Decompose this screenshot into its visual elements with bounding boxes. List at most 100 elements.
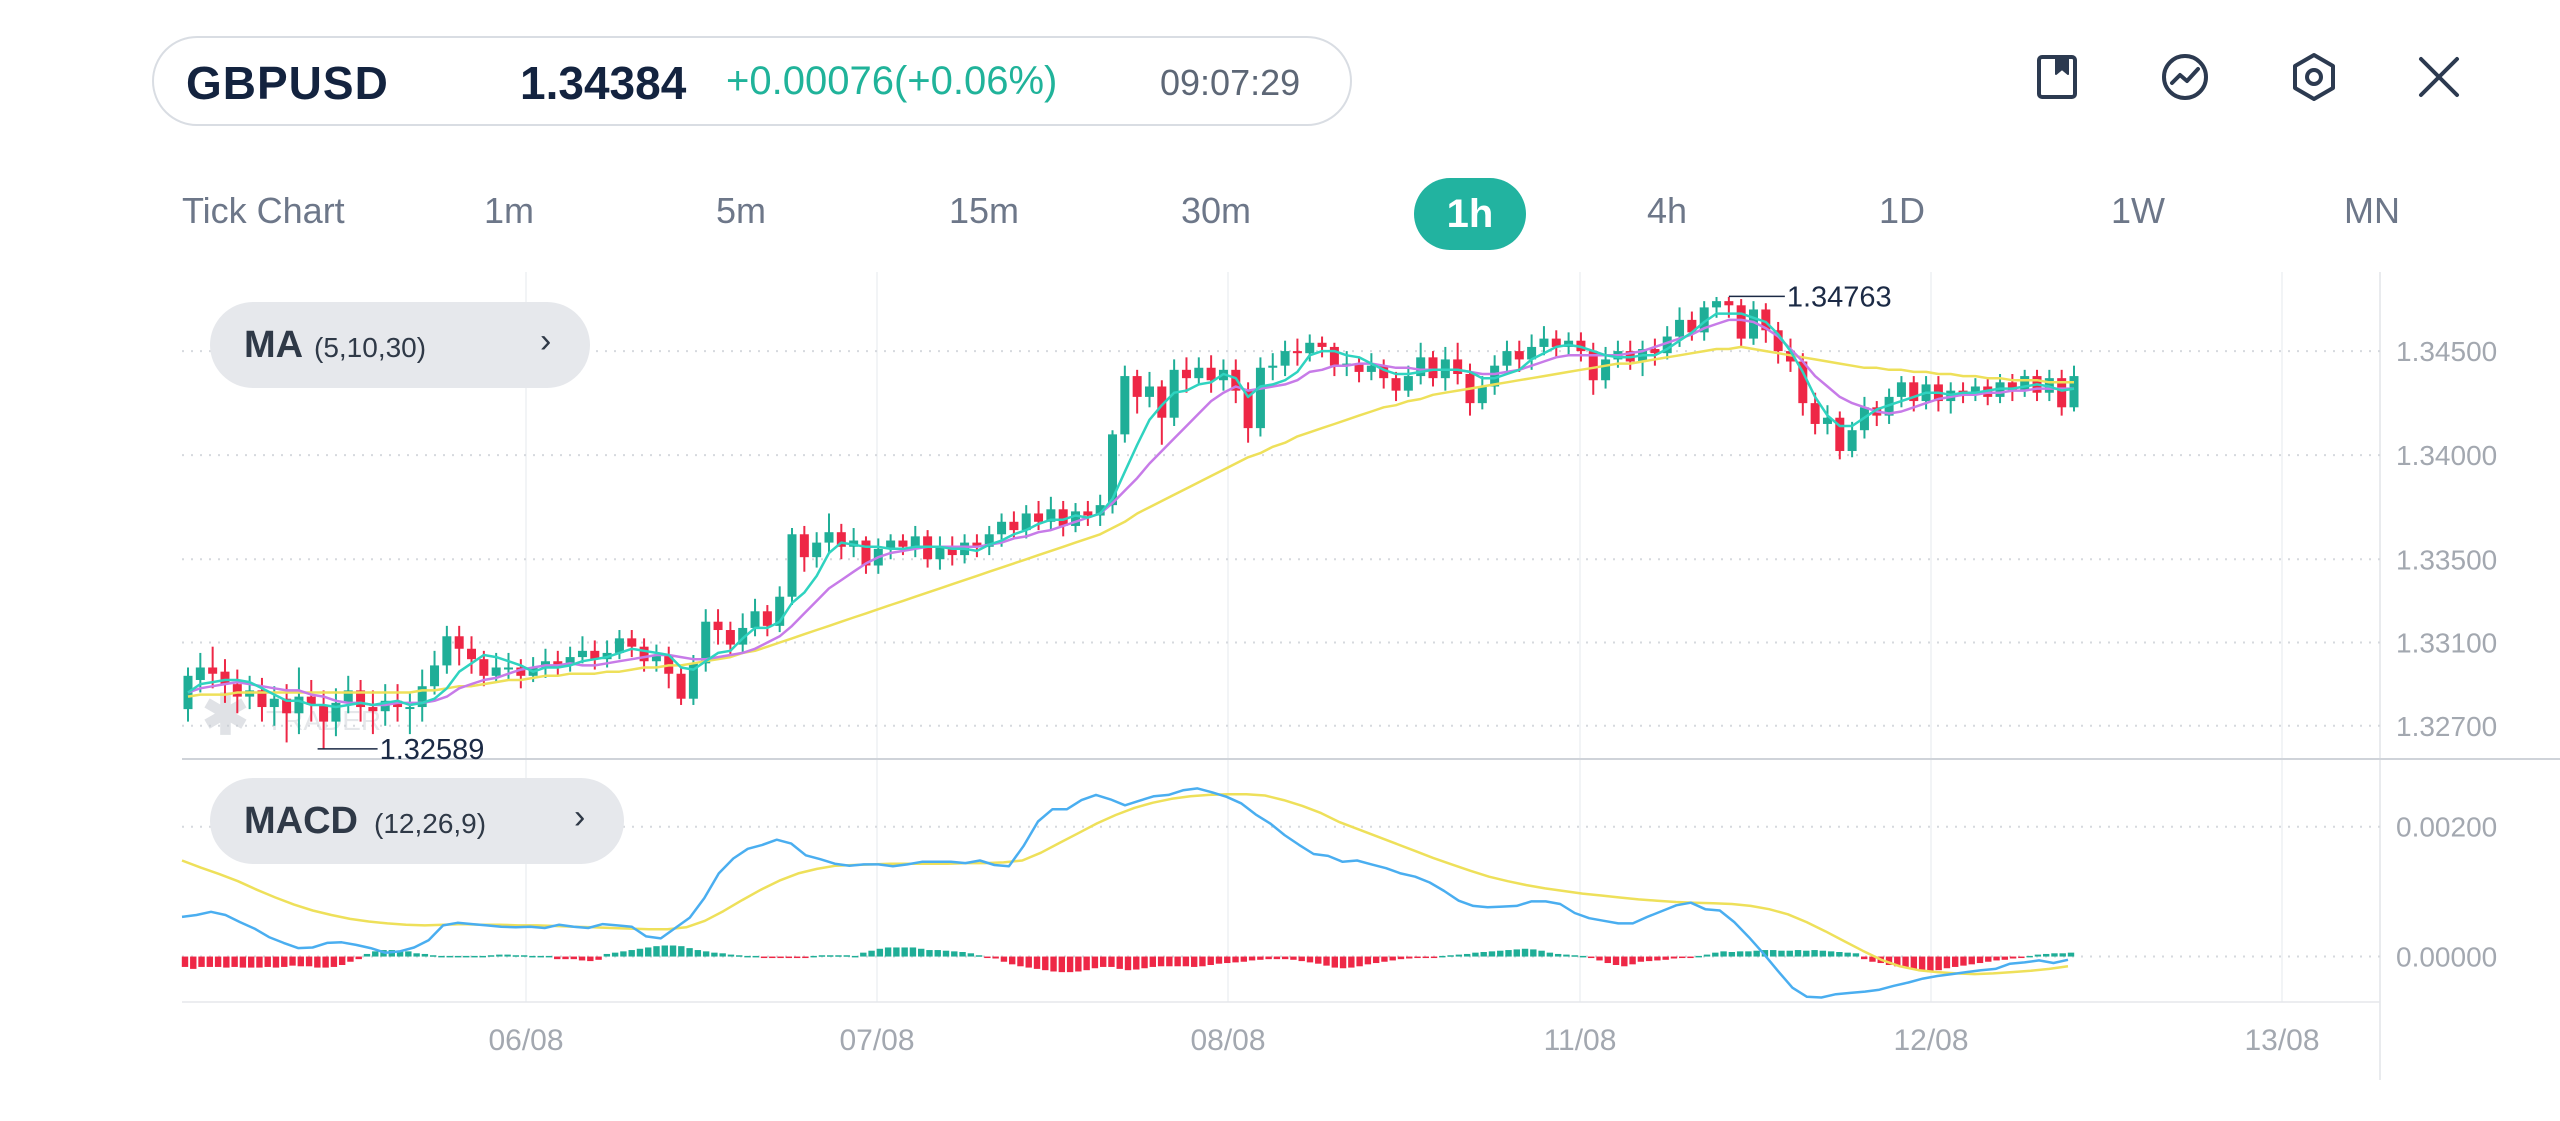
macd-histogram-bar <box>1339 956 1347 969</box>
candle-body <box>688 663 698 699</box>
settings-icon[interactable] <box>2289 52 2339 102</box>
macd-histogram-bar <box>645 947 652 957</box>
candle-body <box>479 659 489 676</box>
macd-histogram-bar <box>1811 950 1818 957</box>
candle-body <box>886 540 896 549</box>
tf-1d[interactable]: 1D <box>1879 190 1926 231</box>
macd-histogram-bar <box>239 956 247 968</box>
candle-body <box>590 650 600 660</box>
price-axis-label: 1.32700 <box>2396 711 2497 742</box>
candle-body <box>1379 365 1389 379</box>
macd-histogram-bar <box>959 952 966 957</box>
high-price-label: 1.34763 <box>1787 281 1892 313</box>
time-axis-label: 07/08 <box>839 1024 914 1057</box>
bookmark-icon[interactable] <box>2032 52 2082 102</box>
tf-30m[interactable]: 30m <box>1181 190 1252 231</box>
macd-histogram-bar <box>1389 956 1396 961</box>
tf-tick-chart[interactable]: Tick Chart <box>182 190 345 231</box>
macd-histogram-bar <box>2018 956 2025 959</box>
candle-body <box>651 655 661 662</box>
macd-histogram-bar <box>1985 956 1992 962</box>
macd-histogram-bar <box>256 956 263 968</box>
macd-histogram-bar <box>2059 953 2066 957</box>
macd-indicator-button[interactable]: MACD (12,26,9) › <box>210 778 624 864</box>
candle-body <box>1687 319 1697 333</box>
macd-histogram-bar <box>1910 956 1918 969</box>
ma-indicator-button[interactable]: MA (5,10,30) › <box>210 302 590 388</box>
tf-5m[interactable]: 5m <box>716 190 767 231</box>
macd-histogram-bar <box>1224 956 1231 964</box>
macd-histogram-bar <box>1794 950 1802 957</box>
macd-histogram-bar <box>595 956 602 960</box>
macd-histogram-bar <box>1480 952 1487 957</box>
tf-4h[interactable]: 4h <box>1647 190 1688 231</box>
macd-histogram-bar <box>653 946 660 957</box>
candle-body <box>2007 382 2017 391</box>
close-icon[interactable] <box>2414 52 2464 102</box>
macd-histogram-bar <box>843 955 850 957</box>
price-axis-label: 1.33500 <box>2396 544 2497 575</box>
macd-histogram-bar <box>1778 950 1785 957</box>
candle-body <box>454 636 464 649</box>
current-price: 1.34384 <box>520 57 687 109</box>
ma5-line <box>187 312 2075 709</box>
macd-histogram-bar <box>909 947 917 957</box>
macd-histogram-bar <box>198 956 205 967</box>
candle-body <box>1009 521 1019 531</box>
macd-histogram-bar <box>281 956 288 967</box>
macd-histogram-bar <box>289 956 296 966</box>
candle-body <box>1354 363 1364 372</box>
macd-histogram-bar <box>1406 956 1413 959</box>
macd-histogram-bar <box>884 947 892 957</box>
symbol-label[interactable]: GBPUSD <box>186 57 389 109</box>
macd-histogram-bar <box>1695 955 1702 958</box>
macd-histogram-bar <box>1836 952 1843 957</box>
macd-histogram-bar <box>1513 949 1520 957</box>
macd-histogram-bar <box>297 956 305 967</box>
macd-histogram-bar <box>810 955 817 958</box>
tf-mn[interactable]: MN <box>2344 190 2400 231</box>
macd-histogram-bar <box>1182 956 1190 967</box>
candle-body <box>503 667 513 670</box>
macd-histogram-bar <box>1918 956 1926 971</box>
macd-histogram-bar <box>214 956 222 967</box>
macd-histogram-bar <box>1091 956 1099 969</box>
macd-histogram-bar <box>1439 955 1446 958</box>
candle-body <box>1773 330 1783 352</box>
macd-histogram-bar <box>918 948 925 957</box>
macd-histogram-bar <box>1050 956 1057 972</box>
macd-histogram-bar <box>785 956 793 959</box>
macd-histogram-bar <box>628 950 635 957</box>
candle-body <box>1724 301 1734 306</box>
tf-15m[interactable]: 15m <box>949 190 1020 231</box>
macd-histogram-bar <box>338 956 346 965</box>
macd-histogram-bar <box>1679 956 1686 959</box>
candle-body <box>1909 382 1919 402</box>
indicator-icon[interactable] <box>2160 52 2210 102</box>
macd-histogram-bar <box>1770 950 1777 957</box>
candle-body <box>220 671 230 685</box>
macd-histogram-bar <box>1629 956 1636 965</box>
macd-histogram-bar <box>1530 949 1537 957</box>
candle-body <box>1058 509 1068 526</box>
macd-histogram-bar <box>206 956 214 967</box>
candle-body <box>1416 357 1426 377</box>
macd-histogram-bar <box>926 950 933 957</box>
candle-body <box>430 665 440 687</box>
macd-histogram-bar <box>678 946 685 957</box>
macd-histogram-bar <box>1240 956 1248 962</box>
candle-body <box>1970 386 1980 393</box>
macd-histogram-bar <box>851 955 859 958</box>
tf-1h[interactable]: 1h <box>1414 178 1526 250</box>
macd-histogram-bar <box>2042 953 2050 957</box>
candle-body <box>812 542 822 558</box>
tf-1w[interactable]: 1W <box>2111 190 2165 231</box>
macd-histogram-bar <box>611 952 619 957</box>
macd-histogram-bar <box>421 953 429 957</box>
tf-1m[interactable]: 1m <box>484 190 535 231</box>
price-axis-label: 1.34500 <box>2396 336 2497 367</box>
macd-histogram-bar <box>1521 948 1529 957</box>
macd-histogram-bar <box>496 954 503 957</box>
candle-body <box>467 648 477 660</box>
